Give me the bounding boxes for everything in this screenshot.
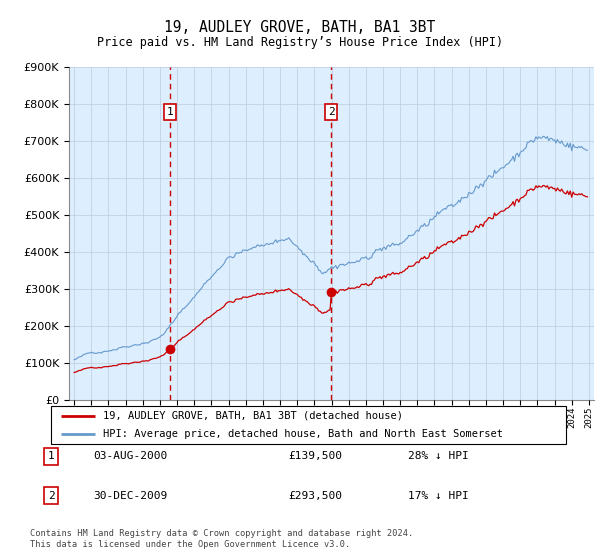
Text: 1: 1 [47,451,55,461]
Text: 2: 2 [328,107,335,117]
Text: 03-AUG-2000: 03-AUG-2000 [93,451,167,461]
Text: HPI: Average price, detached house, Bath and North East Somerset: HPI: Average price, detached house, Bath… [103,430,503,439]
Text: 19, AUDLEY GROVE, BATH, BA1 3BT (detached house): 19, AUDLEY GROVE, BATH, BA1 3BT (detache… [103,411,403,421]
Bar [170,67,331,400]
Text: 28% ↓ HPI: 28% ↓ HPI [408,451,469,461]
Text: 19, AUDLEY GROVE, BATH, BA1 3BT: 19, AUDLEY GROVE, BATH, BA1 3BT [164,20,436,35]
Text: 30-DEC-2009: 30-DEC-2009 [93,491,167,501]
FancyBboxPatch shape [50,407,566,444]
Text: Price paid vs. HM Land Registry’s House Price Index (HPI): Price paid vs. HM Land Registry’s House … [97,36,503,49]
Text: £293,500: £293,500 [288,491,342,501]
Text: 17% ↓ HPI: 17% ↓ HPI [408,491,469,501]
Text: 1: 1 [167,107,173,117]
Text: £139,500: £139,500 [288,451,342,461]
Text: 2: 2 [47,491,55,501]
Text: Contains HM Land Registry data © Crown copyright and database right 2024.
This d: Contains HM Land Registry data © Crown c… [30,529,413,549]
